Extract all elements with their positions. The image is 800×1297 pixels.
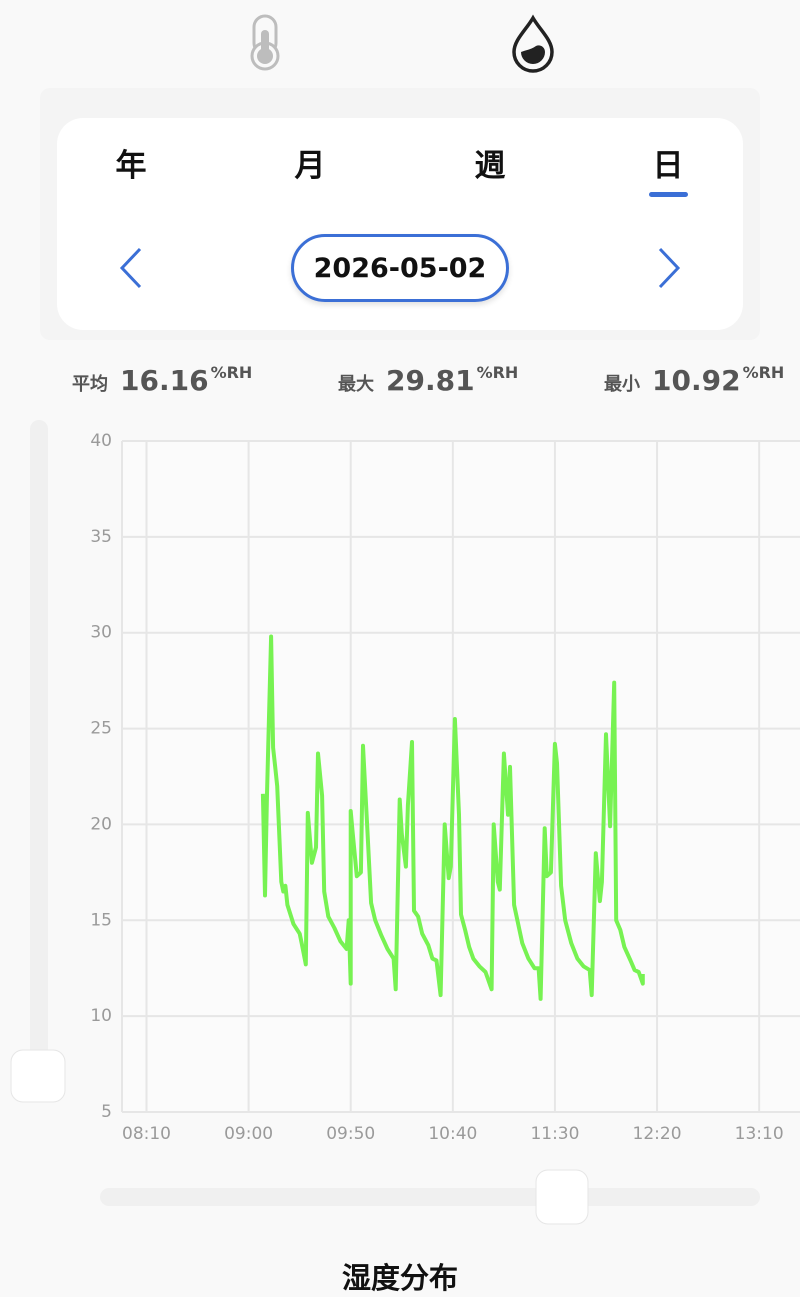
vertical-slider-track[interactable] (30, 420, 48, 1090)
x-tick-label: 09:50 (326, 1124, 375, 1144)
drop-icon[interactable] (512, 14, 554, 73)
y-tick-label: 25 (90, 719, 112, 739)
stat-unit: %RH (742, 363, 785, 382)
tab[interactable]: 年 (115, 148, 147, 184)
stat: 最大 29.81 %RH (338, 363, 519, 397)
stat-value: 29.81 (386, 364, 475, 397)
stat-unit: %RH (476, 363, 519, 382)
stat-value: 10.92 (652, 364, 741, 397)
prev-button[interactable] (110, 245, 150, 291)
y-tick-label: 15 (90, 910, 112, 930)
stat-label: 最大 (338, 374, 374, 395)
next-button[interactable] (650, 245, 690, 291)
tab[interactable]: 月 (294, 148, 326, 184)
stat: 最小 10.92 %RH (604, 363, 785, 397)
tab[interactable]: 週 (474, 148, 506, 184)
x-tick-label: 13:10 (735, 1124, 784, 1144)
y-tick-label: 40 (90, 431, 112, 451)
data-line (260, 634, 645, 1001)
date-picker[interactable]: 2026-05-02 (291, 234, 509, 302)
x-tick-label: 08:10 (122, 1124, 171, 1144)
x-tick-label: 12:20 (633, 1124, 682, 1144)
x-tick-label: 11:30 (530, 1124, 579, 1144)
y-tick-label: 20 (90, 814, 112, 834)
section-title: 湿度分布 (341, 1261, 458, 1295)
y-tick-label: 10 (90, 1006, 112, 1026)
plot-background (122, 441, 800, 1112)
y-tick-label: 30 (90, 623, 112, 643)
vertical-slider-knob[interactable] (10, 1049, 66, 1103)
stat-unit: %RH (210, 363, 253, 382)
tab[interactable]: 日 (652, 148, 684, 184)
horizontal-slider-track[interactable] (100, 1188, 760, 1206)
plot: 5 10 15 20 25 30 35 40 08:10 09:00 09:50 10:40 11:30… (90, 431, 800, 1144)
y-tick-label: 5 (101, 1102, 112, 1122)
tab-underline (649, 192, 688, 197)
stat: 平均 16.16 %RH (72, 363, 253, 397)
stat-value: 16.16 (120, 364, 209, 397)
mode-icons (250, 14, 554, 73)
x-tick-label: 10:40 (428, 1124, 477, 1144)
y-tick-label: 35 (90, 527, 112, 547)
stat-label: 平均 (72, 374, 108, 395)
thermometer-icon[interactable] (250, 14, 280, 71)
x-tick-label: 09:00 (224, 1124, 273, 1144)
chart: 5 10 15 20 25 30 35 40 08:10 09:00 09:50 10:40 11:30… (10, 420, 800, 1225)
horizontal-slider-knob[interactable] (535, 1169, 589, 1225)
stat-label: 最小 (604, 374, 640, 395)
